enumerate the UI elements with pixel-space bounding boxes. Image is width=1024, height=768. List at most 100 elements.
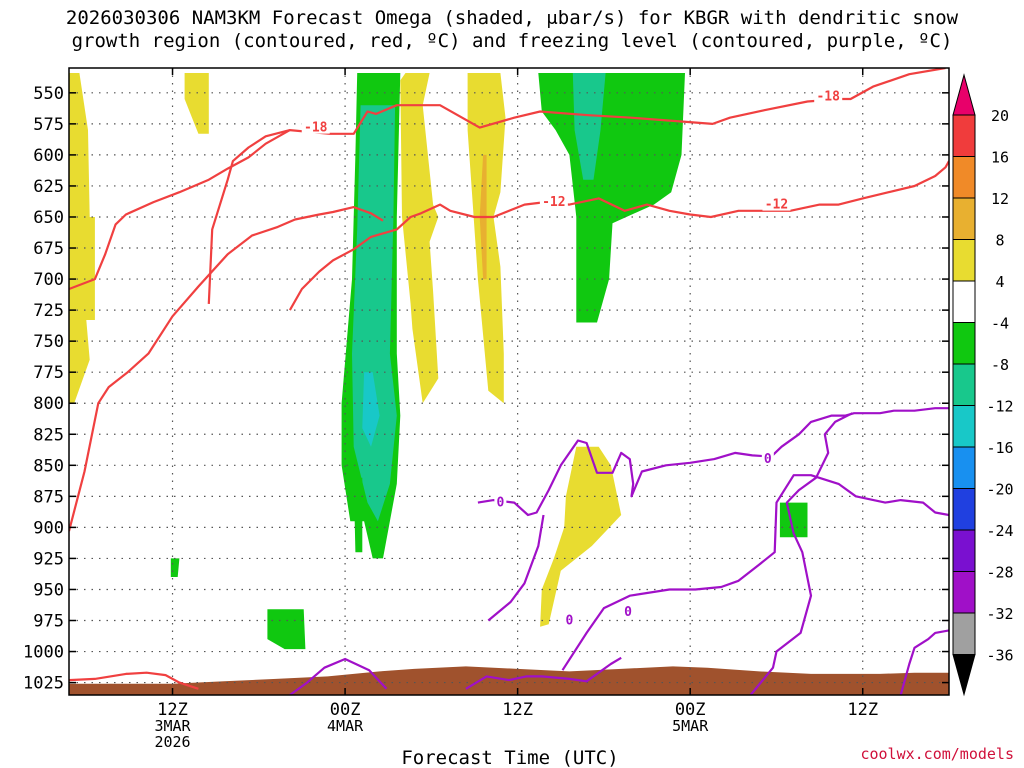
- freezing-contour-label-0: 0: [496, 496, 504, 511]
- freezing-contour-5: [487, 514, 545, 622]
- colorbar-label-5: -4: [991, 315, 1009, 333]
- x-axis-label: Forecast Time (UTC): [401, 747, 618, 768]
- freezing-label-bg-0: [494, 494, 507, 509]
- colorbar-label-6: -8: [991, 356, 1009, 374]
- y-tick-label-750: 750: [33, 332, 64, 352]
- colorbar-label-4: 4: [995, 273, 1004, 291]
- omega-region-0: [69, 73, 95, 404]
- omega-region-13: [170, 558, 180, 577]
- y-tick-label-800: 800: [33, 394, 64, 414]
- freezing-label-bg-2: [761, 451, 774, 466]
- dgz-label-bg-3: [762, 196, 791, 211]
- x-tick-label-49-0: 12Z: [847, 700, 878, 720]
- chart-title-line-2: growth region (contoured, red, ºC) and f…: [72, 30, 953, 52]
- omega-region-14: [353, 477, 363, 553]
- colorbar-bin-2: [952, 197, 976, 240]
- plot-frame: [68, 67, 950, 696]
- dgz-contour-2: [69, 129, 291, 291]
- freezing-label-bg-1: [563, 612, 576, 627]
- x-tick-label-19-1: 4MAR: [327, 717, 364, 735]
- colorbar-label-11: -28: [986, 564, 1013, 582]
- y-tick-label-1025: 1025: [23, 674, 64, 694]
- freezing-contour-label-2: 0: [764, 452, 772, 467]
- colorbar-bin-4: [952, 280, 976, 323]
- chart-title: 2026030306 NAM3KM Forecast Omega (shaded…: [66, 7, 959, 52]
- x-tick-label-29-0: 12Z: [502, 700, 533, 720]
- freezing-contour-2: [477, 407, 949, 517]
- freezing-label-bg-3: [622, 603, 635, 618]
- dgz-label-bg-1: [814, 88, 843, 103]
- omega-shading-layer: [69, 73, 808, 650]
- colorbar-bottom-arrow: [952, 654, 976, 697]
- y-tick-label-625: 625: [33, 177, 64, 197]
- y-tick-label-700: 700: [33, 270, 64, 290]
- grid-layer: [69, 68, 949, 695]
- y-axis-ticks: 550 575 600 625 650 675 700 725 750 775 800 825 850 8…: [23, 84, 949, 694]
- y-tick-label-650: 650: [33, 208, 64, 228]
- freezing-contour-1: [465, 656, 622, 690]
- contour-label-layer: -18 -18 -12 -12 0 0 0 0: [301, 88, 843, 629]
- dgz-contour-4: [69, 206, 384, 532]
- colorbar-label-7: -12: [986, 398, 1013, 416]
- x-tick-label-39-0: 00Z: [675, 700, 706, 720]
- y-tick-label-725: 725: [33, 301, 64, 321]
- y-tick-label-550: 550: [33, 84, 64, 104]
- omega-region-12: [267, 609, 306, 650]
- omega-region-1: [184, 73, 209, 134]
- x-tick-label-39-1: 5MAR: [672, 717, 709, 735]
- y-tick-label-950: 950: [33, 580, 64, 600]
- dgz-contour-label-1: -18: [816, 90, 840, 105]
- x-tick-label-19-0: 00Z: [330, 700, 361, 720]
- omega-region-10: [540, 446, 622, 627]
- y-tick-label-575: 575: [33, 115, 64, 135]
- omega-region-9: [572, 73, 606, 180]
- colorbar-top-arrow: [952, 73, 976, 116]
- freezing-contour-3: [561, 474, 949, 671]
- colorbar-bin-0: [952, 114, 976, 157]
- y-tick-label-975: 975: [33, 612, 64, 632]
- colorbar-bin-5: [952, 322, 976, 365]
- omega-region-4: [362, 372, 380, 447]
- freezing-contour-label-1: 0: [565, 614, 573, 629]
- dgz-contour-label-3: -12: [765, 198, 788, 213]
- dgz-contour-5: [69, 671, 199, 690]
- y-tick-label-825: 825: [33, 425, 64, 445]
- colorbar-label-2: 12: [991, 190, 1009, 208]
- colorbar-label-13: -36: [986, 647, 1013, 665]
- colorbar-label-1: 16: [991, 149, 1009, 167]
- y-tick-label-675: 675: [33, 239, 64, 259]
- colorbar-bin-10: [952, 529, 976, 572]
- colorbar-bin-9: [952, 488, 976, 531]
- freezing-contour-6: [899, 629, 949, 695]
- x-tick-label-9-1: 3MAR: [154, 717, 191, 735]
- colorbar-label-9: -20: [986, 481, 1013, 499]
- omega-region-8: [538, 73, 685, 323]
- dgz-contour-3: [288, 160, 949, 311]
- freezing-contour-4: [749, 412, 853, 695]
- freezing-contour-label-3: 0: [624, 605, 632, 620]
- dgz-label-bg-2: [539, 194, 568, 209]
- omega-region-11: [779, 502, 808, 538]
- dgz-contour-label-2: -12: [542, 195, 565, 210]
- y-tick-label-925: 925: [33, 549, 64, 569]
- x-tick-label-9-0: 12Z: [157, 700, 188, 720]
- y-tick-label-1000: 1000: [23, 643, 64, 663]
- omega-region-5: [400, 73, 439, 404]
- x-tick-label-9-2: 2026: [154, 733, 190, 751]
- credit-text: coolwx.com/models: [860, 745, 1014, 763]
- freezing-level-contours: [289, 407, 949, 695]
- y-tick-label-875: 875: [33, 487, 64, 507]
- colorbar-bin-11: [952, 571, 976, 614]
- colorbar-bin-1: [952, 156, 976, 199]
- colorbar-label-3: 8: [995, 232, 1004, 250]
- chart-title-line-1: 2026030306 NAM3KM Forecast Omega (shaded…: [66, 7, 959, 29]
- colorbar-bin-3: [952, 239, 976, 282]
- freezing-contour-0: [289, 657, 388, 695]
- colorbar-label-0: 20: [991, 107, 1009, 125]
- y-tick-label-775: 775: [33, 363, 64, 383]
- colorbar: 20 16 12 8 4 -4 -8 -12 -16 -20 -24 -28 -32 -36: [952, 73, 1014, 697]
- y-tick-label-900: 900: [33, 518, 64, 538]
- colorbar-bin-12: [952, 612, 976, 655]
